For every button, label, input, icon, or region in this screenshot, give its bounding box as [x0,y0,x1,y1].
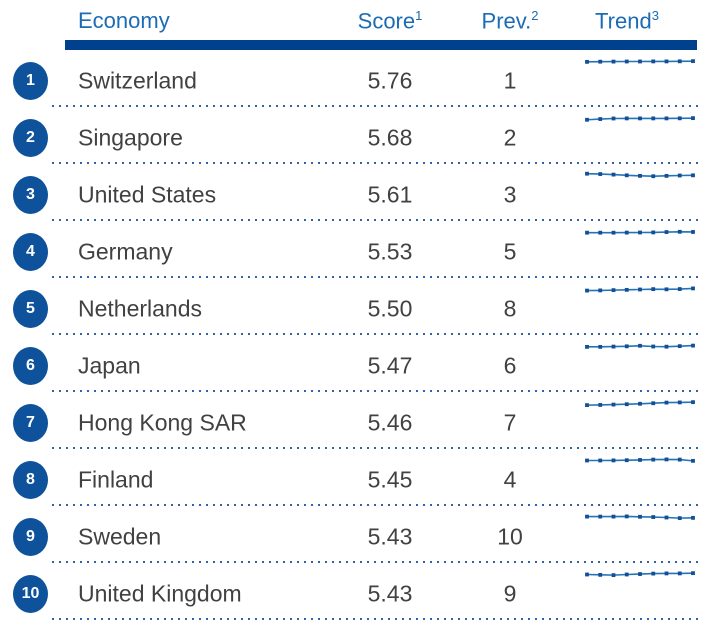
table-row: 9 Sweden 5.43 10 [0,506,705,563]
table-row: 4 Germany 5.53 5 [0,221,705,278]
rank-number: 2 [26,129,35,147]
trend-sparkline [585,457,695,463]
economy-name: United States [78,181,217,208]
footnote-marker: 2 [531,8,539,23]
rank-badge: 10 [13,575,48,614]
prev-rank-value: 10 [497,523,523,550]
prev-rank-value: 5 [503,238,517,265]
table-row: 2 Singapore 5.68 2 [0,107,705,164]
trend-sparkline [585,229,695,235]
table-row: 10 United Kingdom 5.43 9 [0,563,705,620]
column-header-label: Trend [595,8,652,34]
table-body: 1 Switzerland 5.76 1 2 Singapore 5.68 2 … [0,50,705,620]
rank-number: 4 [26,243,35,261]
rank-number: 3 [26,186,35,204]
trend-sparkline [585,571,695,578]
trend-sparkline [585,400,695,408]
rank-number: 8 [26,471,35,489]
table-row: 8 Finland 5.45 4 [0,449,705,506]
score-value: 5.43 [367,580,413,607]
header-rule-bar [65,40,697,50]
rank-badge: 1 [13,62,48,101]
trend-sparkline [585,116,695,122]
score-value: 5.43 [367,523,413,550]
rank-number: 9 [26,528,35,546]
table-row: 1 Switzerland 5.76 1 [0,50,705,107]
economy-name: Sweden [78,523,162,550]
table-row: 6 Japan 5.47 6 [0,335,705,392]
column-header-label: Score [357,8,416,34]
score-value: 5.68 [367,124,413,151]
score-value: 5.47 [367,352,413,379]
rank-badge: 4 [13,233,48,272]
prev-rank-value: 9 [503,580,517,607]
rank-number: 7 [26,414,35,432]
footnote-marker: 3 [651,8,659,23]
economy-name: Finland [78,466,154,493]
column-header-label: Economy [78,8,170,33]
rank-number: 6 [26,357,35,375]
prev-rank-value: 7 [503,409,517,436]
table-row: 3 United States 5.61 3 [0,164,705,221]
rank-number: 1 [26,72,35,90]
economy-name: Switzerland [78,67,197,94]
score-value: 5.50 [367,295,413,322]
rank-badge: 6 [13,347,48,386]
prev-rank-value: 2 [503,124,517,151]
economy-name: Singapore [78,124,183,151]
prev-rank-value: 4 [503,466,517,493]
rank-number: 10 [21,585,40,603]
economy-name: United Kingdom [78,580,242,607]
table-row: 7 Hong Kong SAR 5.46 7 [0,392,705,449]
column-header-score: Score1 [340,8,440,34]
table-row: 5 Netherlands 5.50 8 [0,278,705,335]
economy-name: Germany [78,238,173,265]
trend-sparkline [585,59,695,64]
prev-rank-value: 3 [503,181,517,208]
rank-badge: 3 [13,176,48,215]
rank-badge: 9 [13,518,48,557]
economy-name: Netherlands [78,295,203,322]
footnote-marker: 1 [415,8,423,23]
score-value: 5.53 [367,238,413,265]
column-header-economy: Economy [78,8,170,34]
score-value: 5.45 [367,466,413,493]
prev-rank-value: 1 [503,67,517,94]
prev-rank-value: 6 [503,352,517,379]
score-value: 5.76 [367,67,413,94]
trend-sparkline [585,171,695,179]
economy-name: Hong Kong SAR [78,409,247,436]
rank-badge: 7 [13,404,48,443]
rank-badge: 5 [13,290,48,329]
rank-number: 5 [26,300,35,318]
column-header-label: Prev. [481,8,532,34]
economy-name: Japan [78,352,141,379]
score-value: 5.46 [367,409,413,436]
rank-badge: 8 [13,461,48,500]
trend-sparkline [585,286,695,293]
column-header-trend: Trend3 [570,8,684,34]
score-value: 5.61 [367,181,413,208]
prev-rank-value: 8 [503,295,517,322]
rank-badge: 2 [13,119,48,158]
trend-sparkline [585,514,695,521]
trend-sparkline [585,343,695,349]
column-header-prev: Prev.2 [470,8,550,34]
